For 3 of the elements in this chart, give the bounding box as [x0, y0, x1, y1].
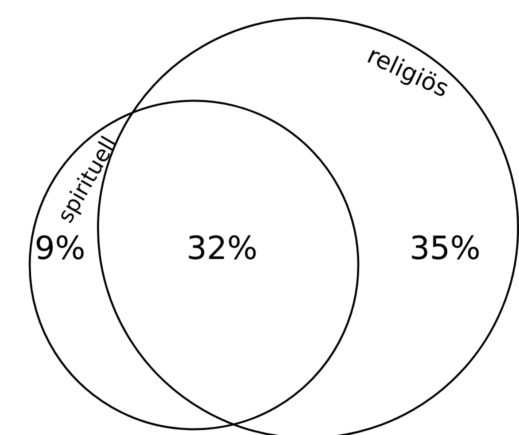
data-label: 9% — [34, 229, 86, 267]
data-label: 32% — [186, 229, 258, 267]
data-label: 35% — [409, 229, 481, 267]
